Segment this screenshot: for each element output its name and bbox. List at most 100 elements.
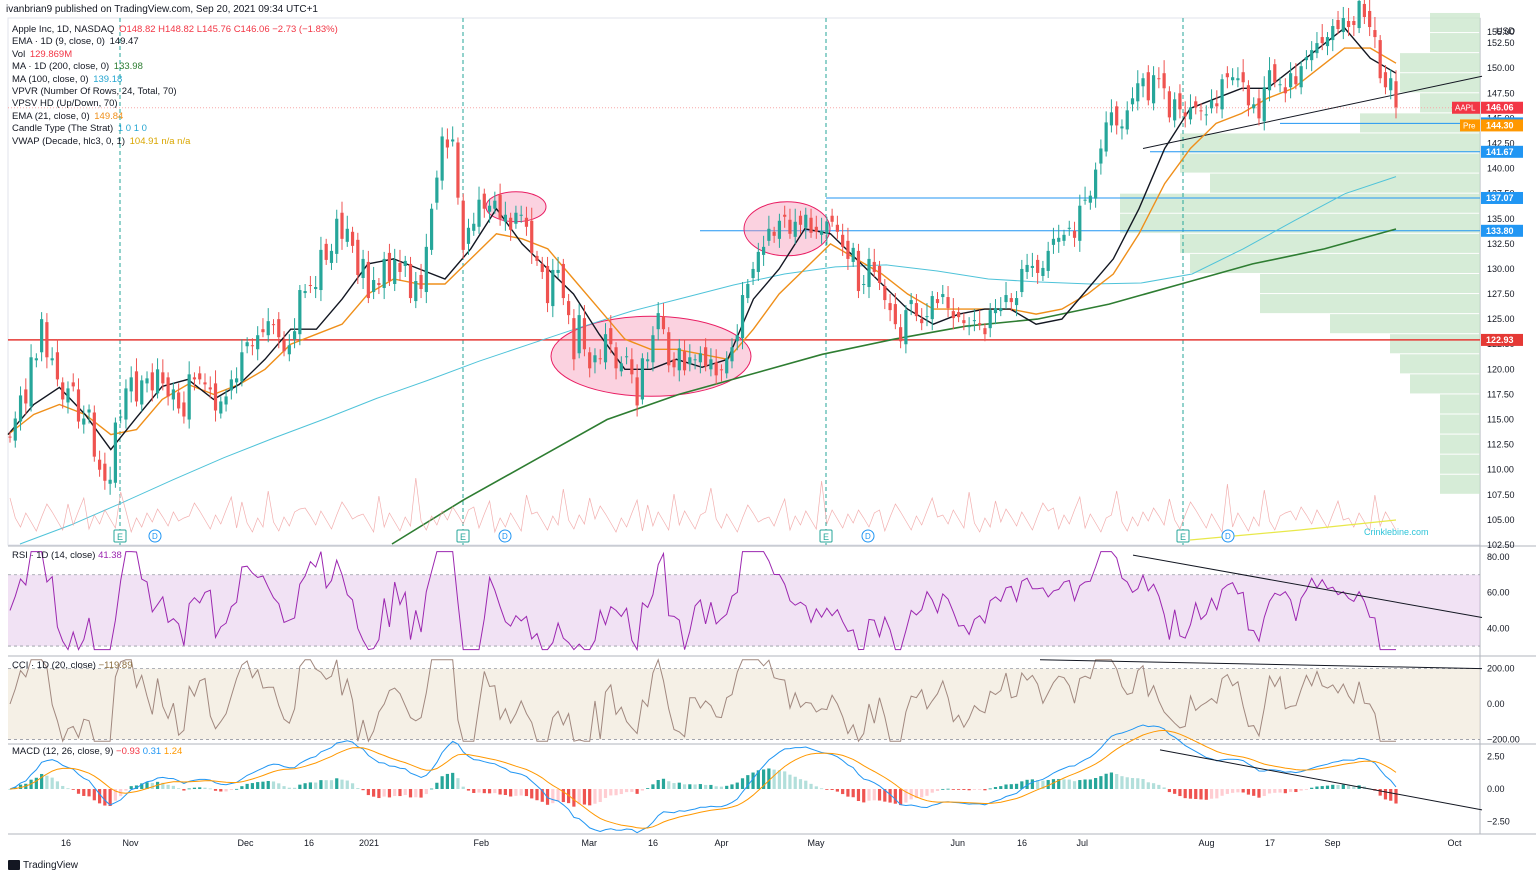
- time-axis-tick: Sep: [1325, 838, 1341, 848]
- legend-row-ema9[interactable]: EMA · 1D (9, close, 0) 149.47: [12, 36, 139, 48]
- candle-body: [398, 262, 402, 272]
- legend-row-ma200[interactable]: MA · 1D (200, close, 0) 133.98: [12, 61, 143, 73]
- candle-body: [935, 299, 940, 304]
- candle-body: [219, 401, 223, 414]
- candle-body: [735, 335, 739, 342]
- candle-body: [498, 194, 502, 219]
- candle-body: [1141, 78, 1145, 87]
- macd-histogram-bar: [435, 782, 439, 789]
- macd-histogram-bar: [545, 789, 550, 805]
- macd-histogram-bar: [804, 780, 808, 789]
- legend-row-volume[interactable]: Vol 129.869M: [12, 48, 73, 60]
- earnings-marker-label: E: [117, 532, 123, 542]
- legend-row-symbol[interactable]: Apple Inc, 1D, NASDAQ O148.82 H148.82 L1…: [12, 24, 338, 35]
- macd-axis-tick: 0.00: [1487, 784, 1505, 794]
- macd-histogram-bar: [398, 789, 402, 797]
- macd-histogram-bar: [340, 779, 344, 789]
- macd-histogram-bar: [113, 789, 117, 801]
- legend-row-vpvr[interactable]: VPVR (Number Of Rows, 24, Total, 70): [12, 86, 177, 98]
- time-axis-tick: Jul: [1077, 838, 1089, 848]
- macd-histogram-bar: [277, 783, 281, 789]
- macd-histogram-bar: [1341, 784, 1345, 789]
- candle-body: [1273, 64, 1277, 83]
- candle-body: [788, 219, 792, 234]
- candle-body: [287, 345, 291, 355]
- candle-body: [1215, 103, 1219, 107]
- macd-histogram-bar: [556, 789, 560, 802]
- candle-body: [941, 294, 945, 298]
- price-axis-label-text: 137.07: [1486, 193, 1514, 203]
- candle-body: [361, 258, 365, 278]
- candle-body: [614, 347, 618, 369]
- candle-body: [1289, 73, 1293, 88]
- candle-body: [408, 263, 413, 299]
- candle-body: [13, 418, 17, 441]
- volume-profile-bar: [1410, 374, 1480, 394]
- macd-histogram-bar: [366, 789, 370, 796]
- price-tag-label: [1452, 101, 1480, 114]
- candle-body: [514, 212, 518, 224]
- candle-body: [82, 418, 86, 425]
- rsi-axis-tick: 60.00: [1487, 588, 1510, 598]
- price-axis-tick: 130.00: [1487, 264, 1515, 274]
- macd-histogram-bar: [287, 787, 291, 789]
- macd-histogram-bar: [377, 789, 381, 799]
- cci-label[interactable]: CCI · 1D (20, close) −119.89: [12, 660, 133, 671]
- candle-body: [851, 247, 855, 262]
- legend-row-candle-type[interactable]: Candle Type (The Strat) 1 0 1 0: [12, 123, 147, 135]
- legend-row-ema21[interactable]: EMA (21, close, 0) 149.84: [12, 110, 124, 122]
- candle-body: [292, 331, 297, 340]
- cci-line: [9, 658, 1396, 743]
- candle-body: [930, 296, 934, 320]
- macd-histogram-bar: [229, 789, 233, 790]
- rsi-label[interactable]: RSI · 1D (14, close) 41.38: [12, 550, 122, 561]
- time-axis-tick: Mar: [582, 838, 598, 848]
- candle-body: [372, 279, 376, 293]
- legend-row-vpsv[interactable]: VPSV HD (Up/Down, 70): [12, 98, 118, 110]
- candle-body: [609, 328, 613, 345]
- legend-row-ma100[interactable]: MA (100, close, 0) 139.18: [12, 73, 123, 85]
- volume-profile-bar: [1190, 253, 1480, 273]
- macd-histogram-bar: [97, 789, 102, 804]
- macd-histogram-bar: [466, 789, 471, 791]
- macd-histogram-bar: [609, 789, 613, 796]
- candle-body: [640, 358, 644, 400]
- candle-body: [993, 308, 998, 314]
- macd-histogram-bar: [740, 778, 745, 789]
- candle-body: [530, 220, 534, 253]
- candle-body: [893, 304, 897, 325]
- cci-axis-tick: 0.00: [1487, 699, 1505, 709]
- macd-histogram-bar: [219, 789, 223, 792]
- macd-histogram-bar: [704, 784, 708, 789]
- candle-body: [1199, 110, 1203, 112]
- candle-body: [988, 310, 992, 329]
- macd-histogram-bar: [598, 789, 602, 803]
- candle-body: [1225, 73, 1229, 78]
- candle-body: [1346, 21, 1351, 28]
- rsi-trendline: [1132, 554, 1483, 619]
- candle-body: [456, 142, 460, 198]
- macd-histogram-bar: [530, 789, 534, 799]
- macd-histogram-bar: [456, 778, 460, 789]
- macd-histogram-bar: [535, 789, 539, 801]
- macd-label[interactable]: MACD (12, 26, close, 9) −0.93 0.31 1.24: [12, 746, 183, 757]
- candle-body: [29, 357, 33, 407]
- candle-body: [324, 243, 328, 260]
- candle-body: [946, 297, 950, 309]
- candle-body: [1057, 237, 1061, 242]
- macd-histogram-bar: [630, 789, 634, 792]
- macd-histogram-bar: [577, 789, 581, 805]
- macd-histogram-bar: [851, 789, 855, 798]
- candle-body: [540, 263, 544, 272]
- candle-body: [693, 359, 697, 361]
- candle-body: [1378, 40, 1382, 79]
- macd-histogram-bar: [646, 788, 650, 789]
- legend-row-vwap[interactable]: VWAP (Decade, hlc3, 0, 1) 104.91 n/a n/a: [12, 135, 191, 147]
- candle-body: [1009, 298, 1013, 303]
- macd-histogram-bar: [387, 789, 392, 798]
- tradingview-footer[interactable]: TradingView: [8, 860, 78, 871]
- macd-histogram-bar: [1130, 777, 1135, 789]
- macd-histogram-bar: [292, 787, 297, 789]
